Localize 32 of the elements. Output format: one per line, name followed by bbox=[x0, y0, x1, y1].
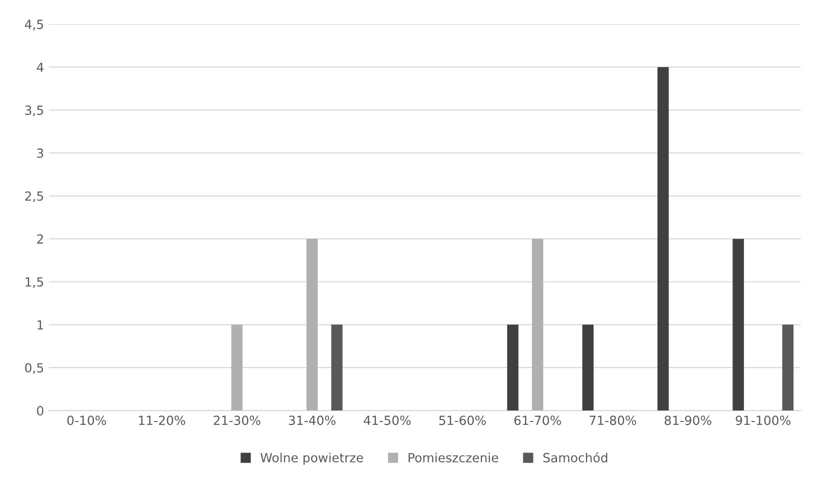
bar bbox=[732, 238, 744, 411]
legend-label: Wolne powietrze bbox=[260, 452, 364, 465]
y-tick-label: 0,5 bbox=[25, 363, 44, 374]
legend-label: Samochód bbox=[543, 452, 608, 462]
x-tick-label: 21-30% bbox=[214, 416, 260, 426]
y-tick-label: 3 bbox=[37, 148, 44, 158]
x-tick-label: 61-70% bbox=[514, 416, 561, 426]
x-tick-label: 11-20% bbox=[139, 416, 186, 426]
legend-label: Pomieszczenie bbox=[408, 452, 498, 462]
y-tick-label: 2,5 bbox=[25, 191, 44, 202]
x-tick-label: 41-50% bbox=[364, 416, 411, 426]
bar bbox=[231, 324, 243, 411]
y-tick-label: 0 bbox=[37, 406, 44, 416]
y-tick-label: 1 bbox=[38, 320, 44, 330]
bar bbox=[582, 324, 594, 411]
x-tick-label: 71-80% bbox=[590, 416, 636, 426]
bar bbox=[507, 324, 518, 411]
x-tick-label: 81-90% bbox=[664, 416, 712, 426]
y-tick-label: 4,5 bbox=[24, 20, 44, 30]
bar bbox=[657, 67, 669, 411]
y-tick-label: 3,5 bbox=[25, 105, 44, 116]
x-tick-label: 31-40% bbox=[288, 416, 336, 426]
x-tick-label: 51-60% bbox=[439, 416, 486, 426]
bar bbox=[331, 324, 343, 411]
y-tick-label: 4 bbox=[36, 62, 44, 72]
bar bbox=[782, 324, 794, 411]
x-tick-label: 91-100% bbox=[736, 416, 790, 426]
bar bbox=[532, 238, 544, 411]
y-tick-label: 2 bbox=[37, 234, 43, 244]
bar bbox=[306, 238, 318, 411]
x-tick-label: 0-10% bbox=[67, 416, 106, 426]
y-tick-label: 1,5 bbox=[26, 277, 44, 288]
